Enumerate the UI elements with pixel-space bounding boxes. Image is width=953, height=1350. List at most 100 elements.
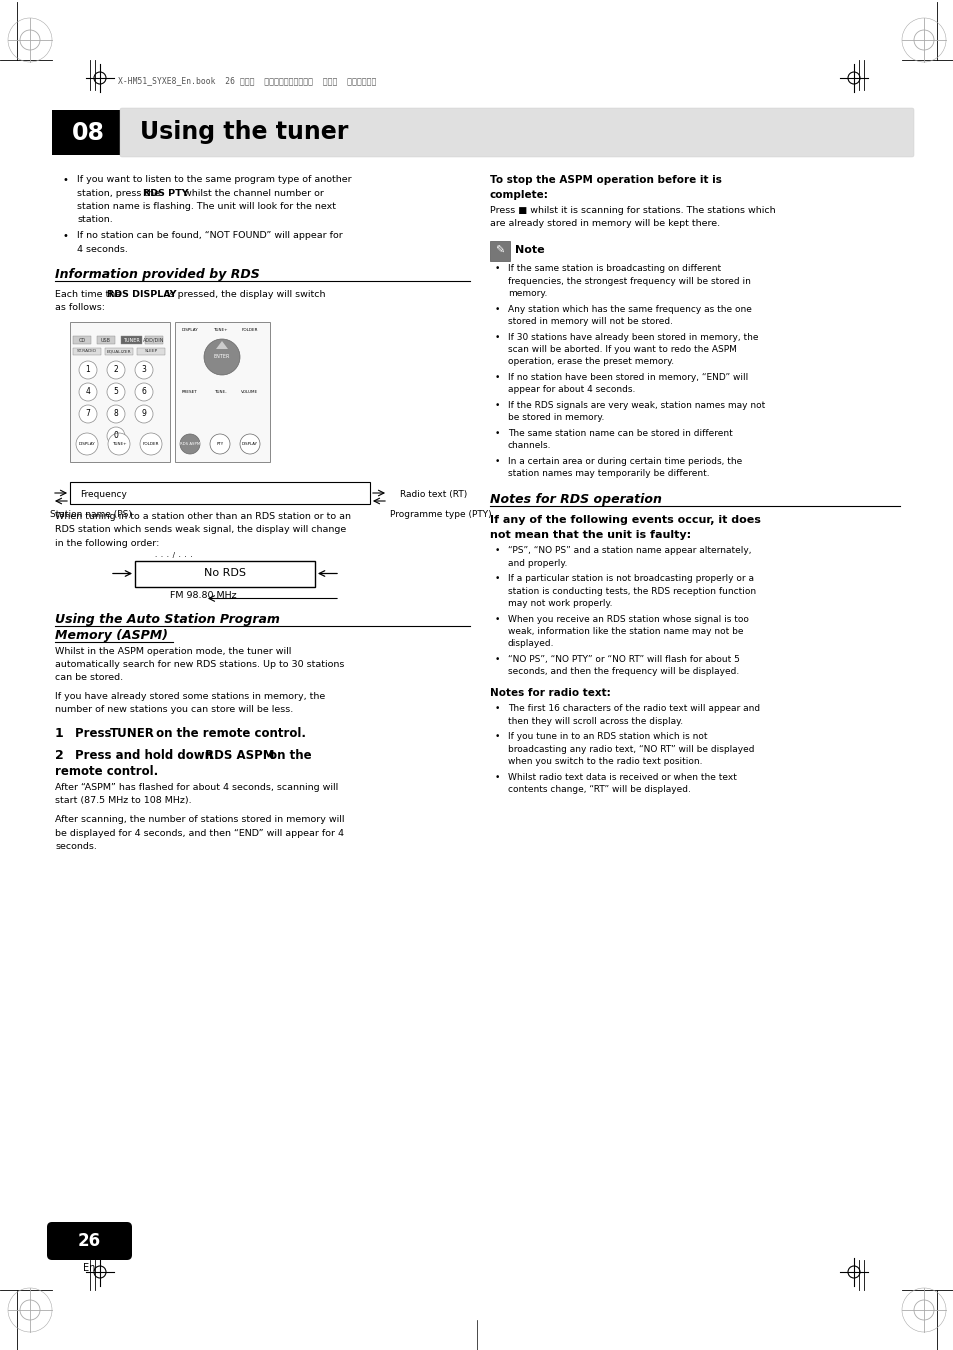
- Text: •: •: [495, 429, 500, 437]
- Bar: [137, 348, 165, 355]
- Circle shape: [210, 433, 230, 454]
- Text: 08: 08: [71, 120, 105, 144]
- Bar: [145, 336, 163, 344]
- Text: If the same station is broadcasting on different: If the same station is broadcasting on d…: [507, 265, 720, 273]
- Text: Information provided by RDS: Information provided by RDS: [55, 269, 259, 281]
- Text: •: •: [495, 305, 500, 313]
- FancyBboxPatch shape: [47, 1222, 132, 1260]
- Text: memory.: memory.: [507, 289, 547, 298]
- Text: Notes for radio text:: Notes for radio text:: [490, 688, 610, 698]
- Text: stored in memory will not be stored.: stored in memory will not be stored.: [507, 317, 672, 325]
- Text: TUNE+: TUNE+: [213, 328, 227, 332]
- Text: station, press the: station, press the: [77, 189, 163, 197]
- Text: channels.: channels.: [507, 441, 551, 451]
- Text: Each time the: Each time the: [55, 290, 124, 298]
- Text: ADD/DIN: ADD/DIN: [143, 338, 165, 343]
- Text: whilst the channel number or: whilst the channel number or: [181, 189, 323, 197]
- Text: Using the Auto Station Program: Using the Auto Station Program: [55, 613, 279, 625]
- Bar: [174, 323, 270, 462]
- Text: To stop the ASPM operation before it is: To stop the ASPM operation before it is: [490, 176, 721, 185]
- Text: USB: USB: [101, 338, 111, 343]
- Text: station is conducting tests, the RDS reception function: station is conducting tests, the RDS rec…: [507, 586, 756, 595]
- Text: Station name (PS): Station name (PS): [50, 510, 132, 518]
- Text: If the RDS signals are very weak, station names may not: If the RDS signals are very weak, statio…: [507, 401, 764, 410]
- Text: TUNE+: TUNE+: [112, 441, 126, 446]
- Text: •: •: [63, 231, 69, 242]
- Text: remote control.: remote control.: [55, 765, 158, 778]
- Text: DISPLAY: DISPLAY: [78, 441, 95, 446]
- Text: seconds.: seconds.: [55, 842, 97, 850]
- Circle shape: [135, 360, 152, 379]
- Text: ENTER: ENTER: [213, 355, 230, 359]
- Text: If you tune in to an RDS station which is not: If you tune in to an RDS station which i…: [507, 732, 707, 741]
- Text: •: •: [495, 401, 500, 410]
- Text: TUNER: TUNER: [123, 338, 140, 343]
- Text: be stored in memory.: be stored in memory.: [507, 413, 604, 423]
- Text: TUNE-: TUNE-: [213, 390, 226, 394]
- Text: 0: 0: [113, 432, 118, 440]
- Text: RDS ASPM: RDS ASPM: [180, 441, 200, 446]
- Text: DISPLAY: DISPLAY: [181, 328, 198, 332]
- Text: seconds, and then the frequency will be displayed.: seconds, and then the frequency will be …: [507, 667, 739, 676]
- Text: may not work properly.: may not work properly.: [507, 599, 612, 608]
- Text: on the remote control.: on the remote control.: [152, 728, 306, 740]
- Text: •: •: [495, 265, 500, 273]
- Text: •: •: [495, 574, 500, 583]
- Text: appear for about 4 seconds.: appear for about 4 seconds.: [507, 386, 635, 394]
- Text: •: •: [495, 373, 500, 382]
- Text: 6: 6: [141, 387, 146, 397]
- Text: •: •: [495, 458, 500, 466]
- Text: weak, information like the station name may not be: weak, information like the station name …: [507, 626, 742, 636]
- Bar: [70, 482, 370, 504]
- Circle shape: [135, 383, 152, 401]
- Circle shape: [107, 360, 125, 379]
- Text: FOLDER: FOLDER: [143, 441, 159, 446]
- Text: •: •: [495, 703, 500, 713]
- Text: If you want to listen to the same program type of another: If you want to listen to the same progra…: [77, 176, 352, 184]
- Text: •: •: [495, 732, 500, 741]
- Text: 26: 26: [77, 1233, 100, 1250]
- Text: 2: 2: [55, 749, 64, 761]
- Circle shape: [76, 433, 98, 455]
- Circle shape: [180, 433, 200, 454]
- Text: Press and hold down: Press and hold down: [75, 749, 217, 761]
- Text: operation, erase the preset memory.: operation, erase the preset memory.: [507, 358, 674, 366]
- Bar: [121, 336, 142, 344]
- Text: When you receive an RDS station whose signal is too: When you receive an RDS station whose si…: [507, 614, 748, 624]
- Text: If you have already stored some stations in memory, the: If you have already stored some stations…: [55, 693, 325, 701]
- Text: Whilst radio text data is received or when the text: Whilst radio text data is received or wh…: [507, 772, 736, 782]
- Text: station names may temporarily be different.: station names may temporarily be differe…: [507, 470, 709, 478]
- Text: X-HM51_SYXE8_En.book  26 ページ  ２０１３年３月２８日  木曜日  午後２時１分: X-HM51_SYXE8_En.book 26 ページ ２０１３年３月２８日 木…: [118, 76, 376, 85]
- Circle shape: [79, 360, 97, 379]
- Text: and properly.: and properly.: [507, 559, 567, 567]
- Circle shape: [135, 405, 152, 423]
- Text: RDS DISPLAY: RDS DISPLAY: [107, 290, 176, 298]
- Text: on the: on the: [265, 749, 312, 761]
- Text: 2: 2: [113, 366, 118, 374]
- Text: RDS station which sends weak signal, the display will change: RDS station which sends weak signal, the…: [55, 525, 346, 535]
- Text: •: •: [495, 332, 500, 342]
- Text: No RDS: No RDS: [204, 568, 246, 579]
- Text: frequencies, the strongest frequency will be stored in: frequencies, the strongest frequency wil…: [507, 277, 750, 285]
- Text: complete:: complete:: [490, 190, 548, 200]
- Text: Press ■ whilst it is scanning for stations. The stations which: Press ■ whilst it is scanning for statio…: [490, 207, 775, 215]
- Text: when you switch to the radio text position.: when you switch to the radio text positi…: [507, 757, 701, 765]
- Text: contents change, “RT” will be displayed.: contents change, “RT” will be displayed.: [507, 784, 690, 794]
- Text: PTY: PTY: [216, 441, 223, 446]
- Text: ✎: ✎: [495, 246, 504, 256]
- Text: then they will scroll across the display.: then they will scroll across the display…: [507, 717, 682, 725]
- Circle shape: [107, 383, 125, 401]
- Text: If a particular station is not broadcasting properly or a: If a particular station is not broadcast…: [507, 574, 753, 583]
- Text: Using the tuner: Using the tuner: [140, 120, 348, 144]
- Text: be displayed for 4 seconds, and then “END” will appear for 4: be displayed for 4 seconds, and then “EN…: [55, 829, 344, 837]
- Bar: [135, 560, 314, 586]
- Text: scan will be aborted. If you want to redo the ASPM: scan will be aborted. If you want to red…: [507, 346, 736, 354]
- Text: .  .  .  /  .  .  .: . . . / . . .: [154, 552, 193, 558]
- Text: start (87.5 MHz to 108 MHz).: start (87.5 MHz to 108 MHz).: [55, 796, 192, 806]
- Text: Whilst in the ASPM operation mode, the tuner will: Whilst in the ASPM operation mode, the t…: [55, 647, 291, 656]
- Text: The first 16 characters of the radio text will appear and: The first 16 characters of the radio tex…: [507, 703, 760, 713]
- Text: are already stored in memory will be kept there.: are already stored in memory will be kep…: [490, 220, 720, 228]
- FancyBboxPatch shape: [52, 109, 124, 155]
- Text: 4 seconds.: 4 seconds.: [77, 244, 128, 254]
- Text: CD: CD: [78, 338, 86, 343]
